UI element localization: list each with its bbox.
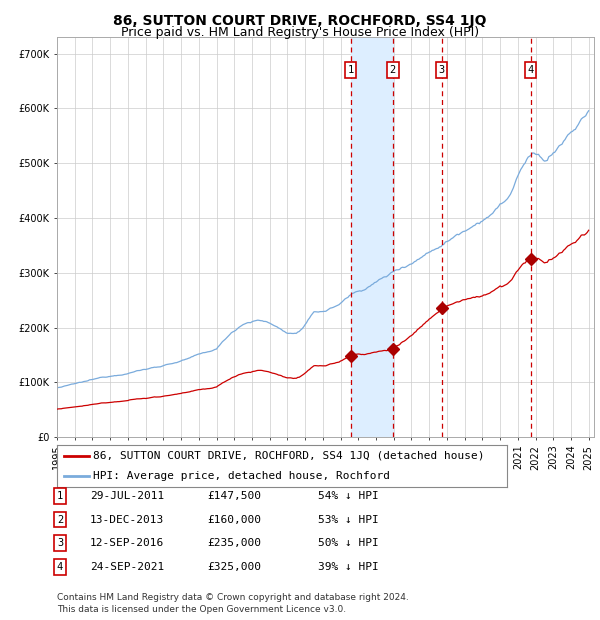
Text: 24-SEP-2021: 24-SEP-2021 — [90, 562, 164, 572]
Text: 3: 3 — [57, 538, 63, 548]
Text: £160,000: £160,000 — [207, 515, 261, 525]
Text: 50% ↓ HPI: 50% ↓ HPI — [318, 538, 379, 548]
Text: Price paid vs. HM Land Registry's House Price Index (HPI): Price paid vs. HM Land Registry's House … — [121, 26, 479, 39]
Text: 12-SEP-2016: 12-SEP-2016 — [90, 538, 164, 548]
Text: 54% ↓ HPI: 54% ↓ HPI — [318, 491, 379, 501]
Text: 86, SUTTON COURT DRIVE, ROCHFORD, SS4 1JQ: 86, SUTTON COURT DRIVE, ROCHFORD, SS4 1J… — [113, 14, 487, 28]
Text: HPI: Average price, detached house, Rochford: HPI: Average price, detached house, Roch… — [93, 471, 390, 481]
Text: 4: 4 — [527, 65, 534, 75]
Text: 53% ↓ HPI: 53% ↓ HPI — [318, 515, 379, 525]
Text: 1: 1 — [347, 65, 354, 75]
Text: 2: 2 — [390, 65, 396, 75]
Text: 86, SUTTON COURT DRIVE, ROCHFORD, SS4 1JQ (detached house): 86, SUTTON COURT DRIVE, ROCHFORD, SS4 1J… — [93, 451, 485, 461]
Text: £325,000: £325,000 — [207, 562, 261, 572]
Text: 4: 4 — [57, 562, 63, 572]
Text: 29-JUL-2011: 29-JUL-2011 — [90, 491, 164, 501]
Text: 2: 2 — [57, 515, 63, 525]
Text: 3: 3 — [439, 65, 445, 75]
Text: Contains HM Land Registry data © Crown copyright and database right 2024.
This d: Contains HM Land Registry data © Crown c… — [57, 593, 409, 614]
Text: 39% ↓ HPI: 39% ↓ HPI — [318, 562, 379, 572]
Bar — [350, 37, 393, 437]
Text: 13-DEC-2013: 13-DEC-2013 — [90, 515, 164, 525]
Text: 1: 1 — [57, 491, 63, 501]
Text: £235,000: £235,000 — [207, 538, 261, 548]
Text: £147,500: £147,500 — [207, 491, 261, 501]
